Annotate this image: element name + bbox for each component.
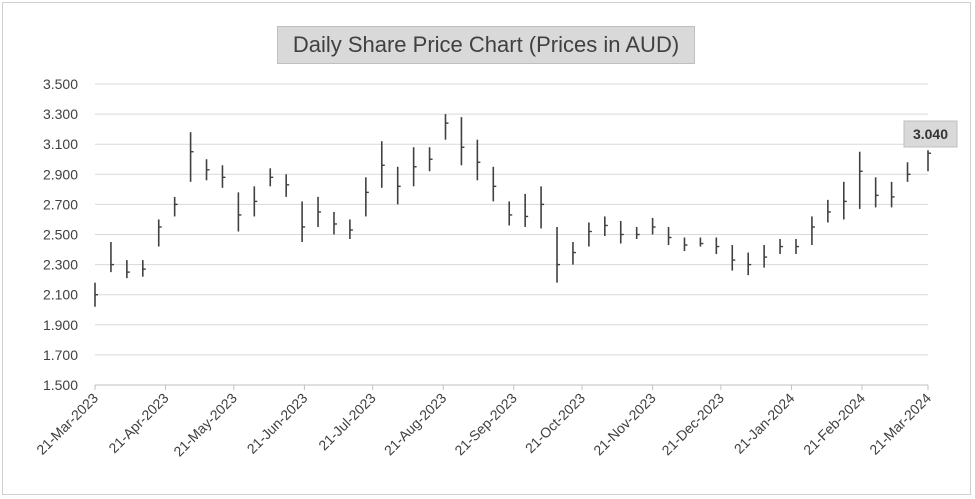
x-tick-label: 21-Jul-2023: [315, 390, 379, 454]
y-axis: 1.500 1.700 1.900 2.100 2.300 2.500 2.700 2.900…: [43, 76, 78, 393]
x-tick-label: 21-Nov-2023: [590, 390, 659, 459]
y-tick-label: 2.900: [43, 166, 78, 182]
y-tick-label: 1.500: [43, 377, 78, 393]
y-tick-label: 1.700: [43, 347, 78, 363]
x-tick-label: 21-Oct-2023: [522, 390, 588, 456]
chart-title: Daily Share Price Chart (Prices in AUD): [277, 26, 695, 64]
x-tick-label: 21-Sep-2023: [451, 390, 520, 459]
y-tick-label: 2.700: [43, 196, 78, 212]
x-tick-label: 21-Apr-2023: [105, 390, 171, 456]
x-tick-label: 21-Mar-2023: [33, 390, 101, 458]
y-tick-label: 3.100: [43, 136, 78, 152]
price-bars: [94, 114, 931, 307]
last-value-callout: 3.040: [903, 120, 958, 148]
y-tick-label: 3.500: [43, 76, 78, 92]
last-value-box: [903, 120, 958, 148]
x-tick-label: 21-Dec-2023: [658, 390, 727, 459]
x-tick-label: 21-May-2023: [170, 390, 240, 460]
last-value-label: 3.040: [913, 126, 948, 142]
y-tick-label: 2.500: [43, 227, 78, 243]
x-tick-label: 21-Jun-2023: [244, 390, 311, 457]
y-tick-label: 1.900: [43, 317, 78, 333]
y-tick-label: 2.300: [43, 257, 78, 273]
x-tick-label: 21-Aug-2023: [381, 390, 450, 459]
y-tick-label: 2.100: [43, 287, 78, 303]
x-tick-label: 21-Jan-2024: [731, 390, 798, 457]
x-tick-label: 21-Feb-2024: [800, 390, 868, 458]
x-tick-label: 21-Mar-2024: [866, 390, 934, 458]
gridlines: [95, 83, 928, 356]
y-tick-label: 3.300: [43, 106, 78, 122]
